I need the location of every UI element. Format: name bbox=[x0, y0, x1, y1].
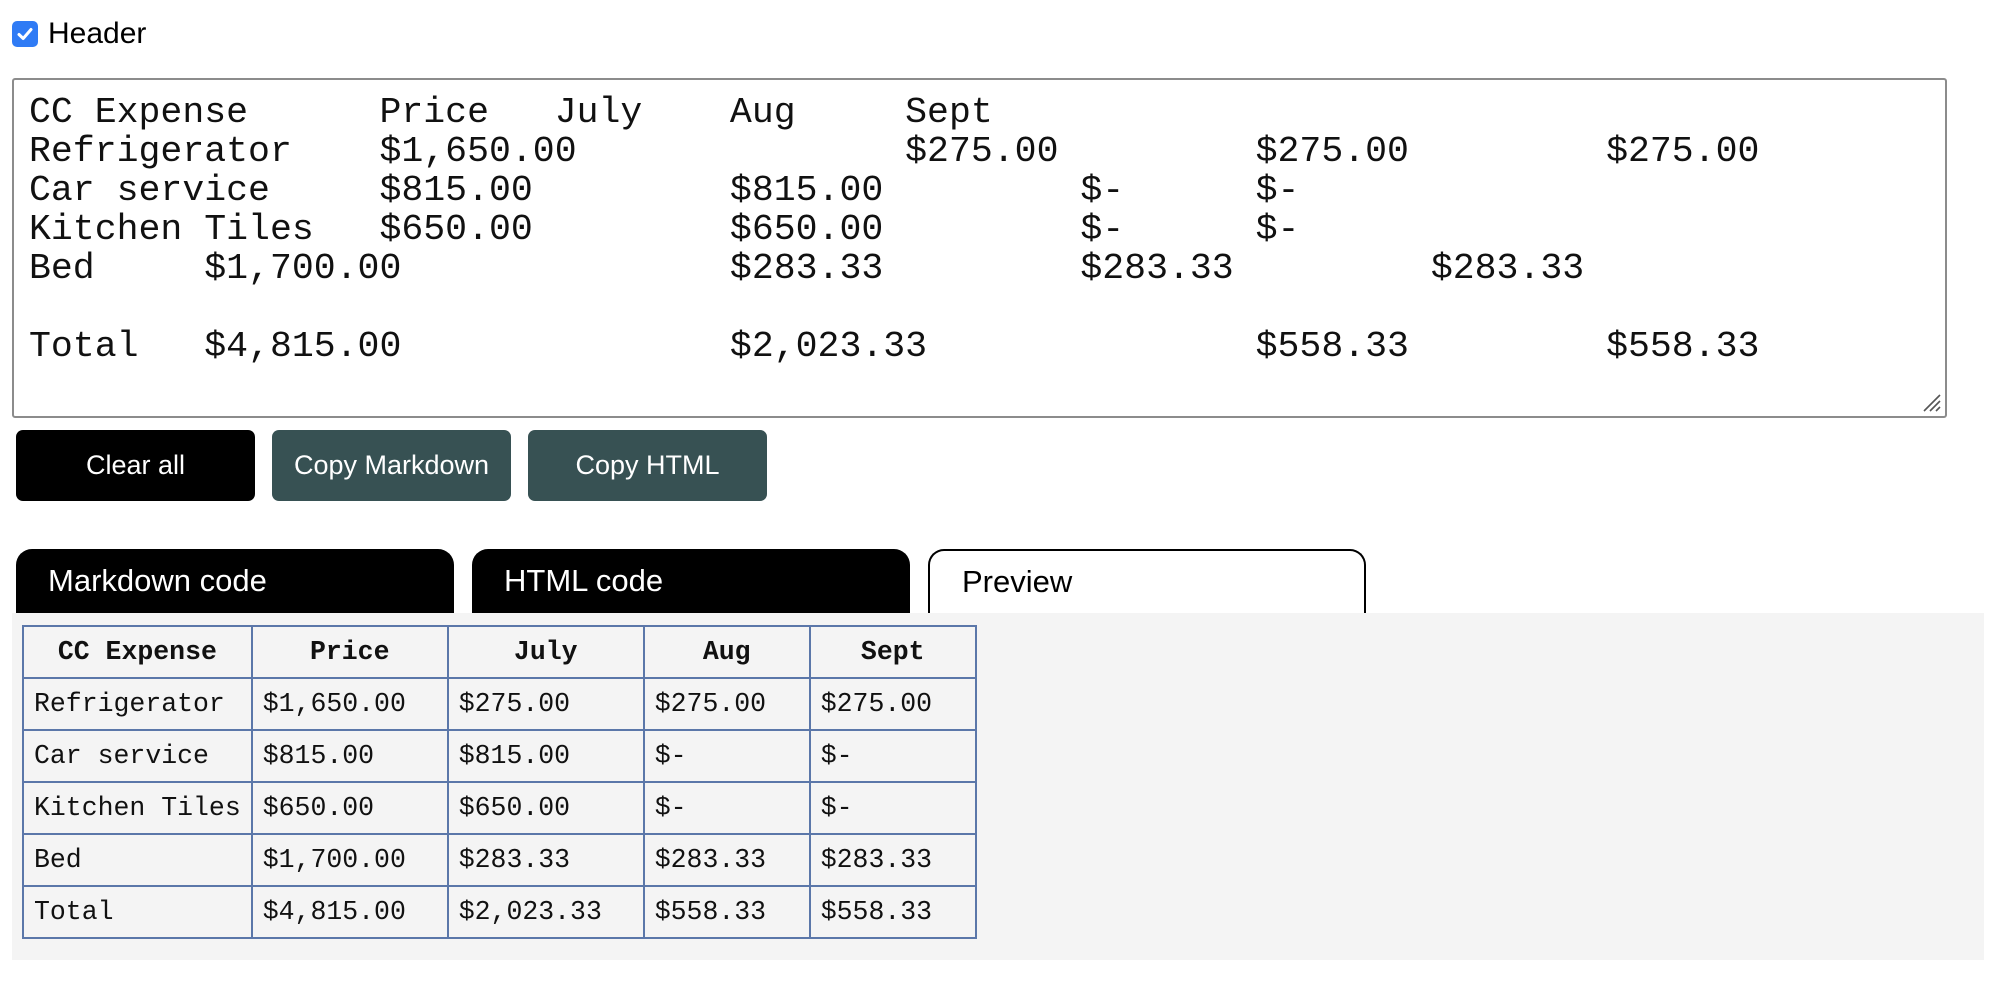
column-header: Price bbox=[250, 625, 449, 679]
table-cell: $275.00 bbox=[446, 677, 645, 731]
tab-preview[interactable]: Preview bbox=[928, 549, 1366, 613]
table-cell: $275.00 bbox=[642, 677, 811, 731]
resize-grip-icon[interactable] bbox=[1920, 391, 1942, 413]
table-cell: Car service bbox=[22, 729, 253, 783]
table-cell: $558.33 bbox=[642, 885, 811, 939]
table-header-row: CC Expense Price July Aug Sept bbox=[22, 625, 977, 679]
header-toggle[interactable]: Header bbox=[12, 14, 146, 54]
table-cell: Kitchen Tiles bbox=[22, 781, 253, 835]
table-cell: $283.33 bbox=[642, 833, 811, 887]
table-cell: $650.00 bbox=[250, 781, 449, 835]
table-cell: $4,815.00 bbox=[250, 885, 449, 939]
table-cell: $650.00 bbox=[446, 781, 645, 835]
header-checkbox-label[interactable]: Header bbox=[48, 17, 147, 50]
table-cell: Bed bbox=[22, 833, 253, 887]
table-cell: Refrigerator bbox=[22, 677, 253, 731]
table-row: Total $4,815.00 $2,023.33 $558.33 $558.3… bbox=[22, 885, 977, 939]
table-cell: $558.33 bbox=[808, 885, 977, 939]
table-cell: $815.00 bbox=[250, 729, 449, 783]
column-header: Aug bbox=[642, 625, 811, 679]
preview-panel: CC Expense Price July Aug Sept Refrigera… bbox=[12, 613, 1984, 960]
output-tabs: Markdown code HTML code Preview bbox=[16, 549, 1366, 613]
table-cell: $1,650.00 bbox=[250, 677, 449, 731]
header-checkbox[interactable] bbox=[12, 21, 38, 47]
source-textarea[interactable]: CC Expense Price July Aug Sept Refrigera… bbox=[12, 78, 1947, 418]
checkmark-icon bbox=[17, 28, 33, 40]
table-row: Car service $815.00 $815.00 $- $- bbox=[22, 729, 977, 783]
table-cell: $283.33 bbox=[446, 833, 645, 887]
table-cell: $1,700.00 bbox=[250, 833, 449, 887]
table-row: Refrigerator $1,650.00 $275.00 $275.00 $… bbox=[22, 677, 977, 731]
table-cell: $- bbox=[808, 781, 977, 835]
preview-table: CC Expense Price July Aug Sept Refrigera… bbox=[22, 625, 977, 939]
source-text[interactable]: CC Expense Price July Aug Sept Refrigera… bbox=[29, 92, 1760, 367]
table-cell: $283.33 bbox=[808, 833, 977, 887]
table-cell: $- bbox=[642, 781, 811, 835]
table-cell: $815.00 bbox=[446, 729, 645, 783]
tab-markdown-code[interactable]: Markdown code bbox=[16, 549, 454, 613]
table-cell: Total bbox=[22, 885, 253, 939]
table-cell: $275.00 bbox=[808, 677, 977, 731]
table-cell: $- bbox=[808, 729, 977, 783]
table-row: Bed $1,700.00 $283.33 $283.33 $283.33 bbox=[22, 833, 977, 887]
tab-html-code[interactable]: HTML code bbox=[472, 549, 910, 613]
copy-markdown-button[interactable]: Copy Markdown bbox=[272, 430, 511, 501]
clear-all-button[interactable]: Clear all bbox=[16, 430, 255, 501]
table-row: Kitchen Tiles $650.00 $650.00 $- $- bbox=[22, 781, 977, 835]
column-header: July bbox=[446, 625, 645, 679]
column-header: CC Expense bbox=[22, 625, 253, 679]
table-cell: $- bbox=[642, 729, 811, 783]
action-buttons: Clear all Copy Markdown Copy HTML bbox=[16, 430, 767, 501]
copy-html-button[interactable]: Copy HTML bbox=[528, 430, 767, 501]
column-header: Sept bbox=[808, 625, 977, 679]
table-cell: $2,023.33 bbox=[446, 885, 645, 939]
